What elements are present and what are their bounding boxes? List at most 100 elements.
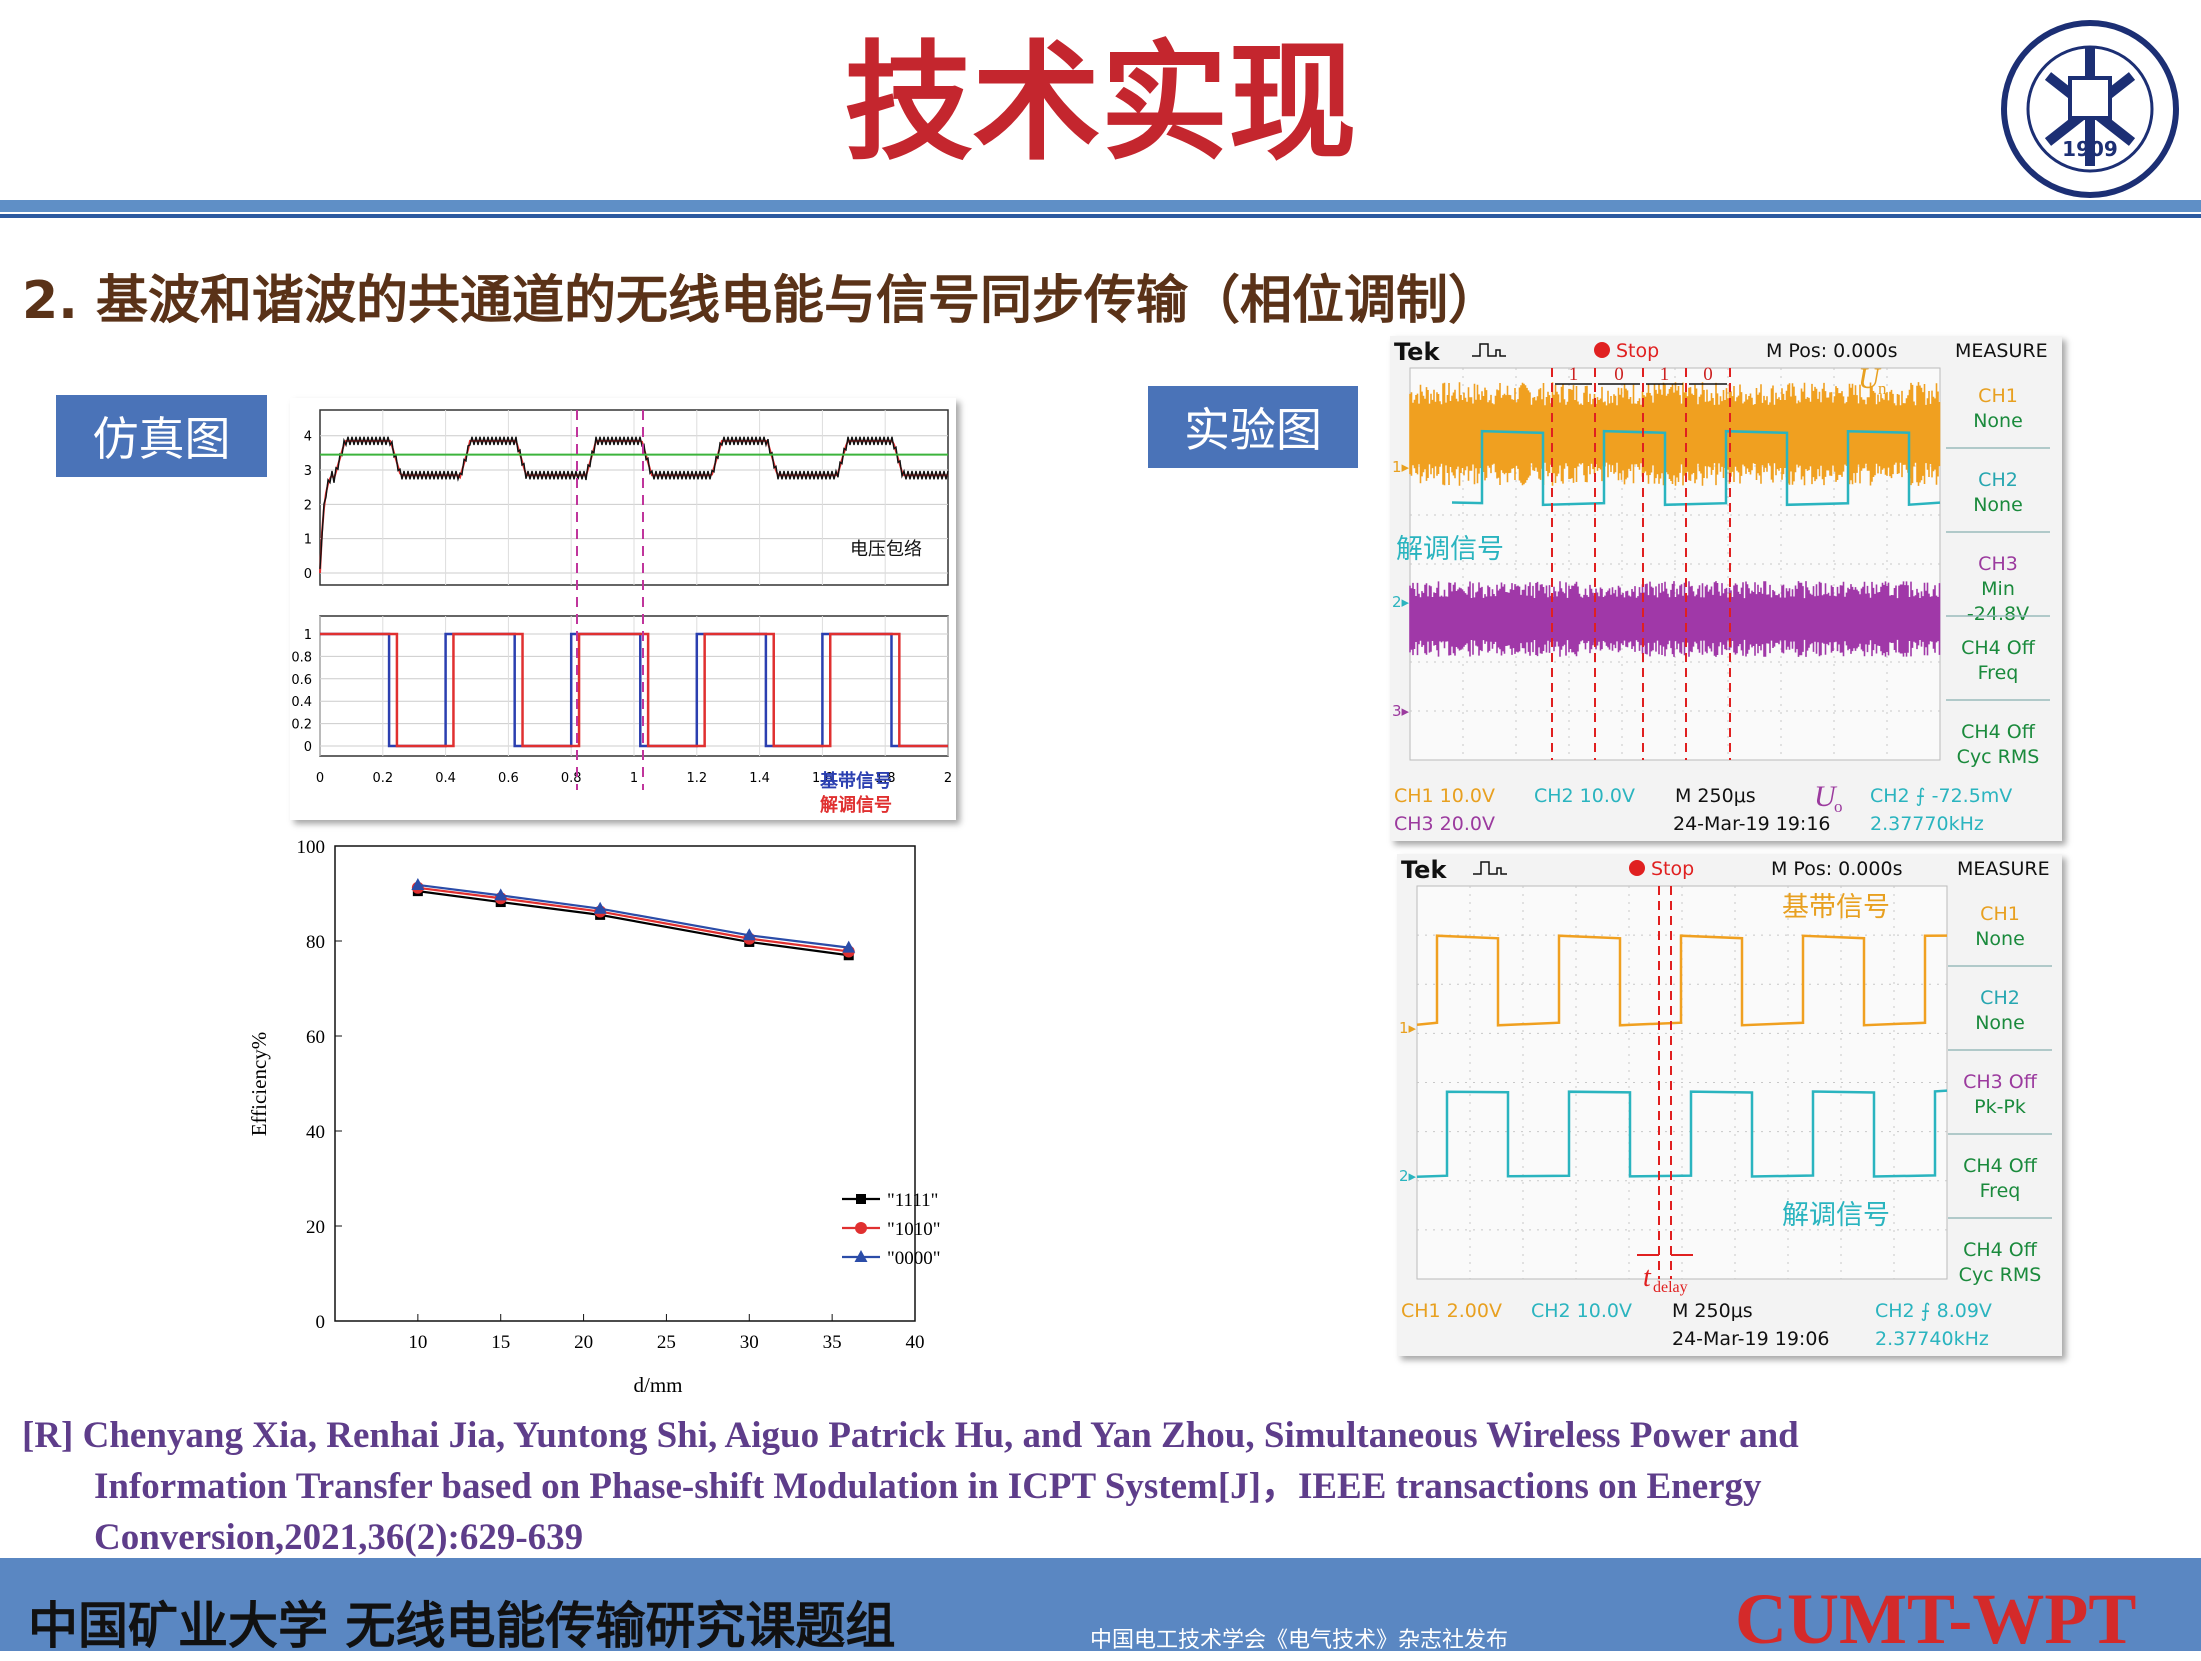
header-rule-dark <box>0 214 2201 218</box>
tick-label: 1 <box>304 533 312 548</box>
reference-line-2: Information Transfer based on Phase-shif… <box>94 1466 1762 1507</box>
measure-item[interactable]: CH1 <box>1978 385 2018 407</box>
trigger-level: CH2 ⨍ -72.5mV <box>1870 785 2012 807</box>
measure-item[interactable]: None <box>1975 1012 2025 1034</box>
uo-sub: o <box>1834 797 1843 816</box>
measure-item[interactable]: CH3 Off <box>1963 1071 2038 1093</box>
y-tick-label: 0 <box>316 1312 326 1333</box>
tick-label: 2 <box>944 771 952 786</box>
sim-baseband-wave <box>320 632 948 748</box>
data-point <box>856 1194 866 1204</box>
ch1-scale: CH1 2.00V <box>1401 1300 1502 1322</box>
y-tick-label: 20 <box>306 1217 325 1238</box>
bit-label: 1 <box>1569 364 1579 385</box>
measure-item[interactable]: CH3 <box>1978 553 2018 575</box>
sim-demod-wave <box>320 632 948 748</box>
frequency-readout: 2.37770kHz <box>1870 813 1984 835</box>
tick-label: 1.6 <box>812 771 833 786</box>
y-tick-label: 60 <box>306 1027 325 1048</box>
tick-label: 0.2 <box>372 771 393 786</box>
measure-item[interactable]: CH4 Off <box>1963 1155 2038 1177</box>
baseband-label: 基带信号 <box>1782 892 1890 923</box>
measure-item[interactable]: CH1 <box>1980 903 2020 925</box>
data-point <box>411 877 425 890</box>
data-point <box>494 888 508 901</box>
bit-label: 1 <box>1660 364 1670 385</box>
legend-entry: "1111" <box>887 1190 938 1211</box>
measure-item[interactable]: CH4 Off <box>1961 637 2036 659</box>
reference-line-3: Conversion,2021,36(2):629-639 <box>94 1517 584 1558</box>
measure-item[interactable]: None <box>1975 928 2025 950</box>
measure-item[interactable]: Cyc RMS <box>1957 746 2040 768</box>
data-point <box>842 940 856 953</box>
tick-label: 0.4 <box>291 695 312 710</box>
un-label: U <box>1858 362 1882 395</box>
osc1-menu: MEASURE <box>1955 340 2048 362</box>
timestamp: 24-Mar-19 19:06 <box>1672 1328 1830 1350</box>
y-tick-label: 40 <box>306 1122 325 1143</box>
x-tick-label: 40 <box>906 1332 925 1353</box>
reference-citation: [R] Chenyang Xia, Renhai Jia, Yuntong Sh… <box>22 1410 2162 1563</box>
efficiency-chart: 10 15 20 25 30 35 40 0 20 40 60 80 100 "1111" "1010" "… <box>230 832 1010 1407</box>
measure-item[interactable]: None <box>1973 410 2023 432</box>
tick-label: 1.4 <box>749 771 770 786</box>
measure-item[interactable]: None <box>1973 494 2023 516</box>
measure-item[interactable]: Cyc RMS <box>1959 1264 2042 1286</box>
footer-publisher: 中国电工技术学会《电气技术》杂志社发布 <box>1090 1628 1509 1653</box>
frequency-readout: 2.37740kHz <box>1875 1328 1989 1350</box>
tick-label: 1 <box>304 628 312 643</box>
footer-brand: CUMT-WPT <box>1735 1579 2137 1659</box>
x-tick-label: 20 <box>574 1332 593 1353</box>
uo-label: U <box>1814 780 1838 813</box>
timestamp: 24-Mar-19 19:16 <box>1673 813 1831 835</box>
tick-label: 0.2 <box>291 718 312 733</box>
y-tick-label: 80 <box>306 932 325 953</box>
osc2-brand: Tek <box>1401 856 1447 884</box>
measure-item[interactable]: -24.8V <box>1967 603 2029 625</box>
oscilloscope-2: Tek Stop M Pos: 0.000s MEASURE t delay 基带信… <box>1397 854 2062 1356</box>
university-logo: 1909 <box>1990 18 2190 200</box>
measure-item[interactable]: CH2 <box>1978 469 2018 491</box>
tick-label: 1.8 <box>875 771 896 786</box>
stop-icon <box>1629 860 1645 876</box>
bit-label: 0 <box>1703 364 1713 385</box>
delay-label: t <box>1643 1262 1652 1293</box>
sim-top-label: 电压包络 <box>850 539 922 560</box>
tick-label: 4 <box>304 430 312 445</box>
tick-label: 2 <box>304 498 312 513</box>
simulation-plot: 4 3 2 1 0 电压包络 1 0.8 0.6 0.4 0.2 0 0 0.2 0.4 0.6 0.8 1 1… <box>290 398 956 820</box>
stop-icon <box>1594 342 1610 358</box>
measure-item[interactable]: Min <box>1981 578 2015 600</box>
measure-item[interactable]: Pk-Pk <box>1974 1096 2026 1118</box>
channel-marker: 1▸ <box>1399 1019 1417 1037</box>
delay-sub: delay <box>1653 1279 1688 1296</box>
measure-item[interactable]: Freq <box>1978 662 2019 684</box>
measure-item[interactable]: CH2 <box>1980 987 2020 1009</box>
measure-item[interactable]: CH4 Off <box>1961 721 2036 743</box>
tick-label: 0.8 <box>291 650 312 665</box>
sim-legend-demod: 解调信号 <box>820 794 892 816</box>
reference-line-1: [R] Chenyang Xia, Renhai Jia, Yuntong Sh… <box>22 1415 1799 1456</box>
tick-label: 3 <box>304 464 312 479</box>
tick-label: 0 <box>304 740 312 755</box>
seal-year: 1909 <box>2062 137 2118 161</box>
x-tick-label: 10 <box>408 1332 427 1353</box>
footer-bar <box>0 1558 2201 1651</box>
x-tick-label: 15 <box>491 1332 510 1353</box>
tick-label: 0.4 <box>435 771 456 786</box>
channel-marker: 2▸ <box>1392 593 1410 611</box>
sim-envelope-ripple <box>319 436 949 569</box>
osc1-brand: Tek <box>1394 338 1440 366</box>
x-tick-label: 30 <box>740 1332 759 1353</box>
eff-ylabel: Efficiency% <box>247 1032 271 1137</box>
demod-wave <box>1451 429 1941 507</box>
channel-marker: 1▸ <box>1392 458 1410 476</box>
eff-xlabel: d/mm <box>633 1373 682 1397</box>
tick-label: 0.6 <box>498 771 519 786</box>
measure-item[interactable]: CH4 Off <box>1963 1239 2038 1261</box>
demod-label: 解调信号 <box>1782 1200 1890 1231</box>
measure-item[interactable]: Freq <box>1980 1180 2021 1202</box>
trigger-level: CH2 ⨍ 8.09V <box>1875 1300 1992 1322</box>
tick-label: 0.6 <box>291 673 312 688</box>
ch1-scale: CH1 10.0V <box>1394 785 1495 807</box>
